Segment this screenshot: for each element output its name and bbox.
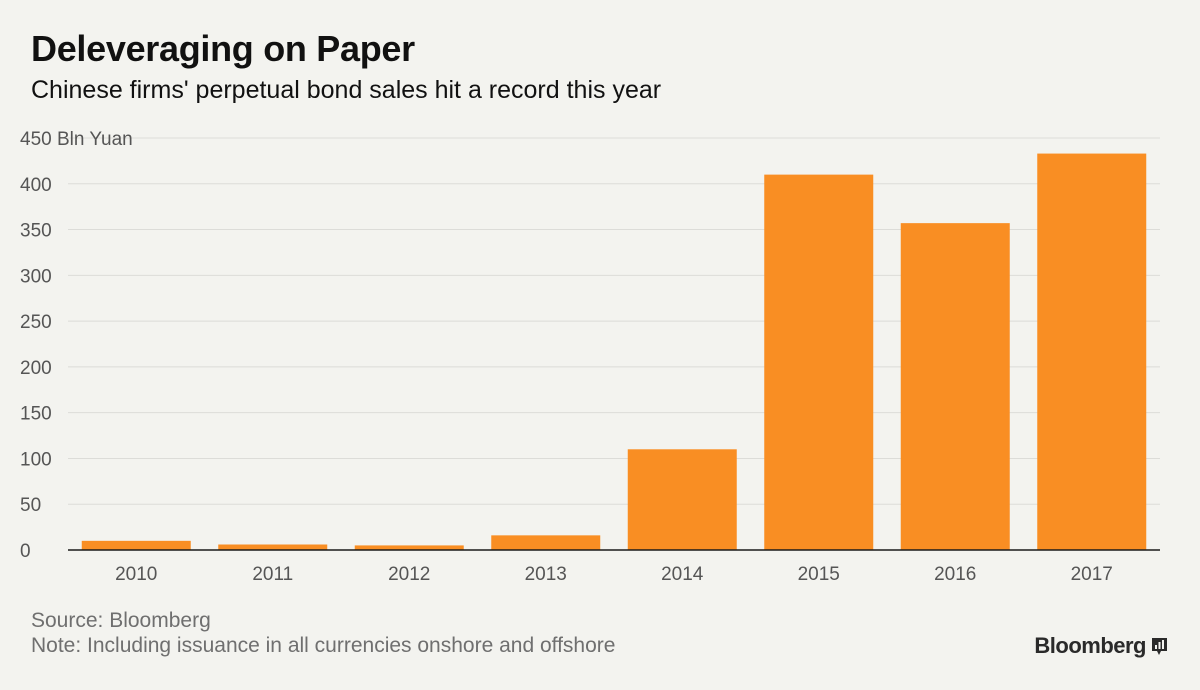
bar-chart: 0 50 100 150 200 250 300 350 400 450 Bln Yuan 2010… (20, 129, 1160, 585)
y-tick-label: 400 (20, 175, 52, 196)
x-tick-label: 2011 (252, 564, 293, 585)
y-tick-label: 150 (20, 404, 52, 425)
y-tick-label: 0 (20, 541, 31, 562)
x-tick-label: 2017 (1071, 564, 1113, 585)
bar-2011 (218, 544, 328, 550)
bar-2010 (81, 540, 191, 550)
bar-2013 (491, 535, 601, 550)
source-note: Source: Bloomberg (31, 609, 211, 632)
footnote: Note: Including issuance in all currenci… (31, 634, 616, 657)
chart-logo-icon (1152, 637, 1167, 655)
bloomberg-logo: Bloomberg (1034, 633, 1168, 659)
x-tick-label: 2014 (661, 564, 704, 585)
bar-2012 (354, 545, 464, 550)
bar-2015 (764, 174, 874, 550)
y-tick-label: 350 (20, 221, 52, 242)
chart-title: Deleveraging on Paper (31, 28, 415, 69)
y-tick-label: 300 (20, 266, 52, 287)
x-tick-label: 2010 (115, 564, 157, 585)
bar-2014 (627, 449, 737, 550)
y-tick-label: 50 (20, 495, 41, 516)
chart-subtitle: Chinese firms' perpetual bond sales hit … (31, 76, 662, 104)
x-tick-label: 2013 (525, 564, 567, 585)
y-tick-label: 200 (20, 358, 52, 379)
y-tick-label: 250 (20, 312, 52, 333)
bar-2016 (900, 223, 1010, 550)
x-tick-label: 2016 (934, 564, 976, 585)
x-tick-label: 2015 (798, 564, 840, 585)
bar-2017 (1037, 153, 1147, 550)
brand-name: Bloomberg (1034, 633, 1146, 658)
y-tick-label: 450 Bln Yuan (20, 129, 133, 150)
y-tick-label: 100 (20, 449, 52, 470)
x-tick-label: 2012 (388, 564, 430, 585)
